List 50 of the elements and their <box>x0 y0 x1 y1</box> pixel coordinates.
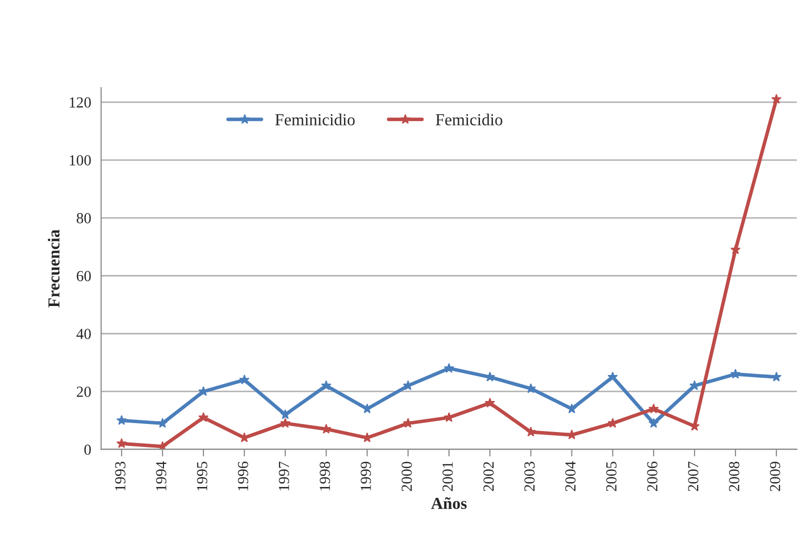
y-tick-label: 80 <box>76 213 91 224</box>
x-tick-label: 2005 <box>606 462 617 492</box>
x-tick-label: 1998 <box>320 462 330 490</box>
point <box>730 244 741 254</box>
point <box>444 362 454 373</box>
x-axis-title: Años <box>431 497 467 510</box>
x-tick-label: 1993 <box>115 462 126 490</box>
x-tick-label: 2009 <box>770 462 780 492</box>
point <box>771 94 782 104</box>
point <box>321 380 332 390</box>
y-tick-label: 0 <box>84 444 91 455</box>
x-tick-label: 2004 <box>565 461 576 492</box>
point <box>730 368 741 379</box>
x-tick-label: 2006 <box>647 462 658 492</box>
x-tick-label: 1996 <box>238 462 248 490</box>
point <box>362 403 372 414</box>
x-tick-label: 2007 <box>688 462 698 492</box>
y-tick-label: 40 <box>76 328 91 340</box>
legend-label: Feminicidio <box>275 114 355 126</box>
x-tick-label: 2008 <box>728 462 740 492</box>
point <box>321 424 332 434</box>
point <box>402 418 414 428</box>
x-tick-label: 2002 <box>483 462 494 492</box>
point <box>280 418 290 428</box>
point <box>526 426 536 436</box>
y-tick-label: 100 <box>70 155 91 166</box>
y-tick-label: 120 <box>70 97 91 108</box>
x-tick-label: 2000 <box>402 462 412 492</box>
point <box>239 374 250 384</box>
point <box>198 412 209 422</box>
point <box>157 418 168 428</box>
y-tick-label: 20 <box>76 386 91 397</box>
point <box>648 403 659 414</box>
x-tick-label: 2001 <box>442 462 453 492</box>
x-tick-label: 1995 <box>196 462 208 490</box>
point <box>566 430 577 440</box>
point <box>280 409 290 420</box>
point <box>116 415 127 425</box>
x-tick-label: 1999 <box>360 462 371 490</box>
point <box>608 372 618 382</box>
point <box>648 418 659 428</box>
point <box>566 403 577 414</box>
y-tick-label: 60 <box>76 270 91 282</box>
x-tick-label: 1994 <box>156 461 166 490</box>
point <box>484 398 496 408</box>
x-tick-label: 1997 <box>278 462 290 490</box>
point <box>116 438 127 448</box>
x-tick-label: 2003 <box>524 462 535 492</box>
legend-label: Femicidio <box>436 114 502 126</box>
y-axis-title: Frecuencia <box>48 230 60 308</box>
